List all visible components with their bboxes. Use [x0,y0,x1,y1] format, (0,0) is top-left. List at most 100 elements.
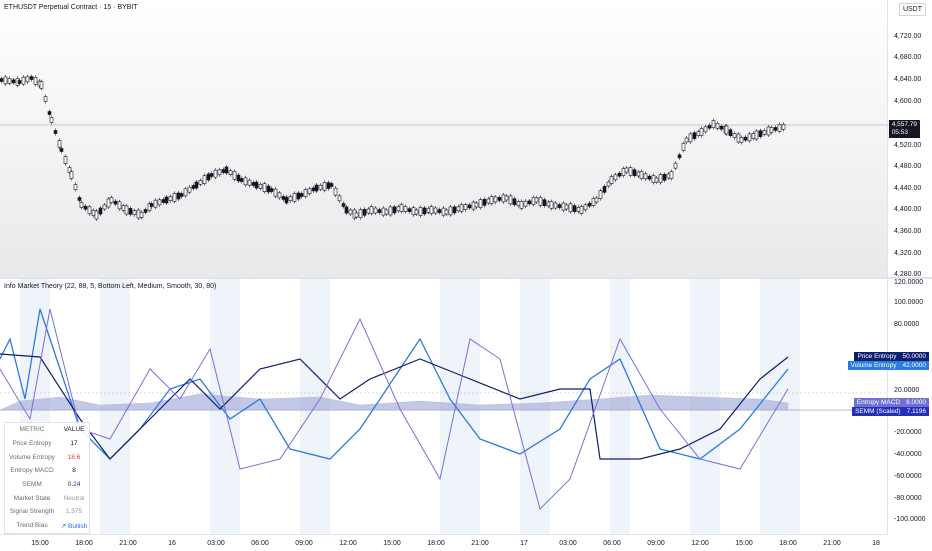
candle [98,207,103,215]
semm-label: SEMM (Scaled) 7.1196 [852,407,929,416]
currency-button[interactable]: USDT [898,3,926,16]
price-tick: 4,720.00 [894,33,922,40]
candle [549,201,554,209]
symbol-title[interactable]: ETHUSDT Perpetual Contract · 15 · BYBIT [4,4,138,11]
candle [602,186,607,193]
candle [654,177,659,183]
time-label: 12:00 [339,540,357,547]
candle [132,210,137,215]
candle [666,173,671,179]
candle [493,196,498,203]
metric-name: Signal Strength [9,508,55,516]
metric-name: Entropy MACD [10,467,54,475]
candle [337,195,342,202]
candle [392,206,397,214]
candle [743,136,748,141]
candle [527,200,532,205]
candle [209,173,214,177]
candle [591,198,596,206]
candle [512,198,517,206]
candle [69,171,74,179]
time-axis[interactable]: 15:00 18:00 21:00 16 03:00 06:00 09:00 12:00 15:… [0,534,888,551]
candle [703,126,708,133]
pane-separator[interactable] [0,277,932,279]
candle [403,206,408,212]
table-row: Entropy MACD 8 [5,464,89,478]
candle [254,181,259,189]
price-chart-pane[interactable] [0,0,932,277]
candle [508,195,513,205]
candle [358,209,363,218]
metric-value: ↗ Bullish [60,522,88,530]
candle [247,179,252,186]
metric-name: Trend Bias [16,522,48,530]
candle [136,209,141,219]
candle [341,203,346,207]
price-tick: 4,280.00 [894,271,922,278]
metric-name: Volume Entropy [9,453,55,461]
candle [564,204,569,210]
candle [53,130,58,134]
candle [576,207,581,212]
candle [373,207,378,214]
time-label: 17 [520,540,528,547]
candle [202,175,207,184]
candle [354,212,359,218]
candle [478,199,483,208]
time-label: 09:00 [647,540,665,547]
candle [688,133,693,143]
indicator-title[interactable]: Info Market Theory (22, 88, 5, Bottom Le… [4,283,217,290]
candle [711,120,716,128]
candle [684,137,689,143]
candle [369,206,374,214]
last-price-label: 4,557.79 05:53 [888,120,920,138]
candle [523,200,528,207]
candle [307,188,312,195]
candle [426,208,431,213]
candle [452,206,457,214]
candle [747,133,752,142]
candle [579,206,584,214]
candle [318,184,323,190]
price-tick: 4,320.00 [894,250,922,257]
candle [388,206,393,216]
candle [606,181,611,187]
candle [139,212,144,218]
table-row: Volume Entropy 18.6 [5,450,89,464]
candle [149,203,154,207]
semm-area [0,393,789,411]
candle [296,192,301,200]
candle [179,193,184,197]
candle [669,171,674,179]
candle [67,167,72,173]
candle [94,210,99,220]
candle [153,199,158,208]
candle [59,148,64,152]
candle [366,208,371,214]
metric-name: Market State [13,494,51,502]
candle [381,207,386,216]
price-axis[interactable]: USDT 4,720.00 4,680.00 4,640.00 4,600.00… [887,0,932,278]
candle [463,204,468,210]
time-label: 15:00 [31,540,49,547]
candle [467,204,472,209]
candle [677,154,682,159]
candle [639,171,644,179]
time-label: 18:00 [75,540,93,547]
candle [444,209,449,215]
volume-entropy-label: Volume Entropy 42.0000 [847,361,929,370]
candle [561,202,566,211]
candle [176,192,181,200]
candle [213,169,218,178]
candle [292,193,297,202]
candle [396,206,401,212]
candle [437,209,442,213]
candle [128,208,133,215]
price-entropy-value: 50.0000 [899,352,929,361]
candle [311,187,316,192]
candle [643,173,648,180]
candle [777,124,782,132]
candle [243,177,248,186]
candle [531,197,536,205]
candle [456,206,461,212]
